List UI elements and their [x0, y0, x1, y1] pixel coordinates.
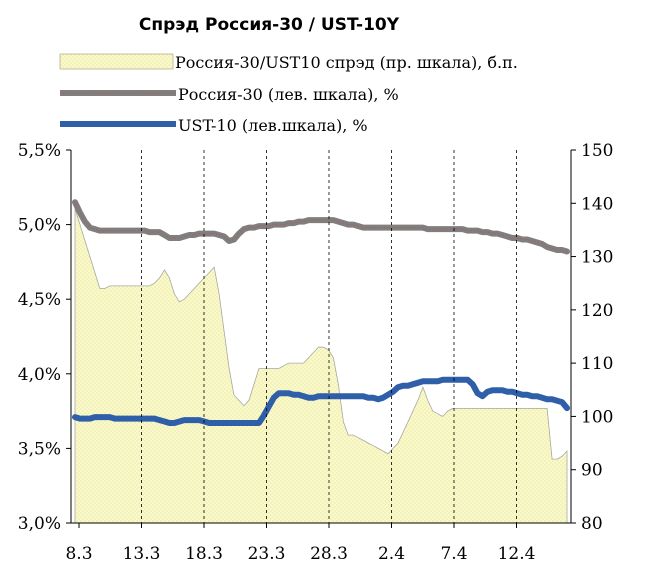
- left-tick-label: 5,0%: [18, 216, 61, 236]
- x-tick-label: 2.4: [378, 544, 405, 564]
- left-tick-label: 4,5%: [18, 290, 61, 310]
- right-tick-label: 80: [581, 514, 603, 534]
- plot-area: [72, 150, 570, 524]
- right-tick-label: 110: [581, 354, 613, 374]
- right-tick-label: 120: [581, 301, 613, 321]
- legend-item-spread: Россия-30/UST10 спрэд (пр. шкала), б.п.: [59, 53, 518, 72]
- left-tick-label: 5,5%: [18, 141, 61, 161]
- right-tick-label: 140: [581, 194, 613, 214]
- x-tick-label: 28.3: [310, 544, 348, 564]
- right-tick-label: 100: [581, 407, 613, 427]
- right-tick-label: 150: [581, 141, 613, 161]
- left-tick-label: 4,0%: [18, 365, 61, 385]
- legend-item-ust10: UST-10 (лев.шкала), %: [60, 116, 368, 135]
- x-axis: 8.3 13.3 18.3 23.3 28.3 2.4 7.4 12.4: [65, 522, 571, 564]
- legend-label-ust10: UST-10 (лев.шкала), %: [178, 116, 368, 135]
- series-ust10-line: [72, 376, 570, 426]
- legend-label-russia30: Россия-30 (лев. шкала), %: [178, 85, 399, 104]
- series-russia30-line-accent: [74, 201, 568, 252]
- legend-label-spread: Россия-30/UST10 спрэд (пр. шкала), б.п.: [175, 53, 518, 72]
- left-axis: 3,0% 3,5% 4,0% 4,5% 5,0% 5,5%: [18, 141, 72, 534]
- legend-swatch-spread: [59, 53, 174, 70]
- right-tick-label: 90: [581, 461, 603, 481]
- x-tick-label: 12.4: [498, 544, 536, 564]
- x-tick-label: 13.3: [123, 544, 161, 564]
- legend: Россия-30/UST10 спрэд (пр. шкала), б.п. …: [59, 53, 518, 135]
- series-spread-area: [74, 208, 568, 524]
- right-tick-label: 130: [581, 248, 613, 268]
- legend-item-russia30: Россия-30 (лев. шкала), %: [60, 85, 399, 104]
- right-axis: 80 90 100 110 120 130 140 150: [570, 141, 613, 534]
- chart-title: Спрэд Россия-30 / UST-10Y: [139, 15, 400, 35]
- left-tick-label: 3,0%: [18, 514, 61, 534]
- x-tick-label: 23.3: [248, 544, 286, 564]
- series-russia30-line: [72, 199, 570, 255]
- left-tick-label: 3,5%: [18, 439, 61, 459]
- x-tick-label: 7.4: [440, 544, 467, 564]
- x-tick-label: 8.3: [65, 544, 92, 564]
- x-tick-label: 18.3: [185, 544, 223, 564]
